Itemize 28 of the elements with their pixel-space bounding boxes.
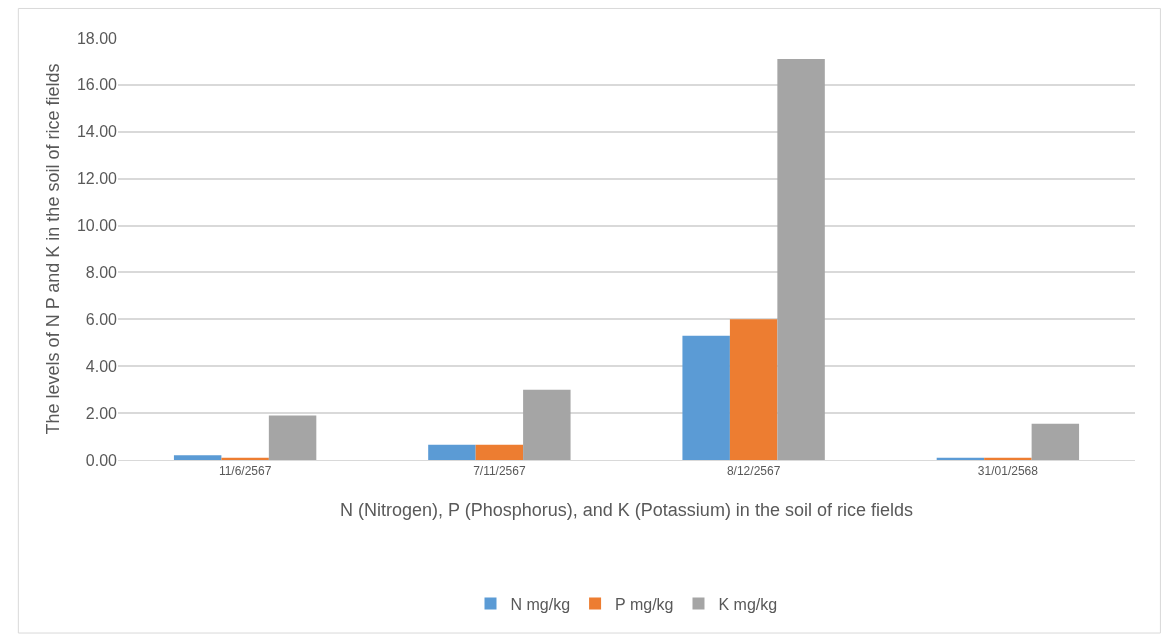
y-tick-label: 4.00 bbox=[85, 357, 118, 375]
y-tick-label: 12.00 bbox=[76, 170, 118, 188]
bar bbox=[729, 319, 778, 460]
bar bbox=[1031, 423, 1080, 460]
y-axis-title: The levels of N P and K in the soil of rice fields bbox=[43, 63, 64, 435]
y-tick-label: 8.00 bbox=[85, 264, 118, 282]
x-axis-title: N (Nitrogen), P (Phosphorus), and K (Potassium) in the soil of rice fields bbox=[340, 499, 913, 520]
y-tick-label: 16.00 bbox=[76, 76, 118, 94]
y-tick-label: 6.00 bbox=[85, 310, 118, 328]
y-tick-label: 18.00 bbox=[76, 29, 118, 47]
x-tick-label: 11/6/2567 bbox=[218, 464, 272, 479]
legend-label: N mg/kg bbox=[510, 595, 571, 613]
x-tick-label: 31/01/2568 bbox=[977, 464, 1039, 479]
bar bbox=[173, 455, 222, 460]
legend-label: K mg/kg bbox=[718, 595, 778, 613]
y-tick-label: 0.00 bbox=[85, 451, 118, 469]
bar bbox=[268, 415, 317, 460]
y-tick-label: 2.00 bbox=[85, 404, 118, 422]
bar bbox=[682, 335, 730, 460]
bar bbox=[475, 444, 524, 460]
bar bbox=[428, 444, 476, 460]
x-tick-label: 8/12/2567 bbox=[726, 464, 781, 479]
y-tick-label: 10.00 bbox=[76, 217, 118, 235]
x-tick-label: 7/11/2567 bbox=[473, 464, 526, 479]
legend-label: P mg/kg bbox=[615, 595, 674, 613]
bar bbox=[523, 389, 571, 460]
bar bbox=[777, 59, 825, 460]
y-tick-label: 14.00 bbox=[76, 123, 118, 141]
